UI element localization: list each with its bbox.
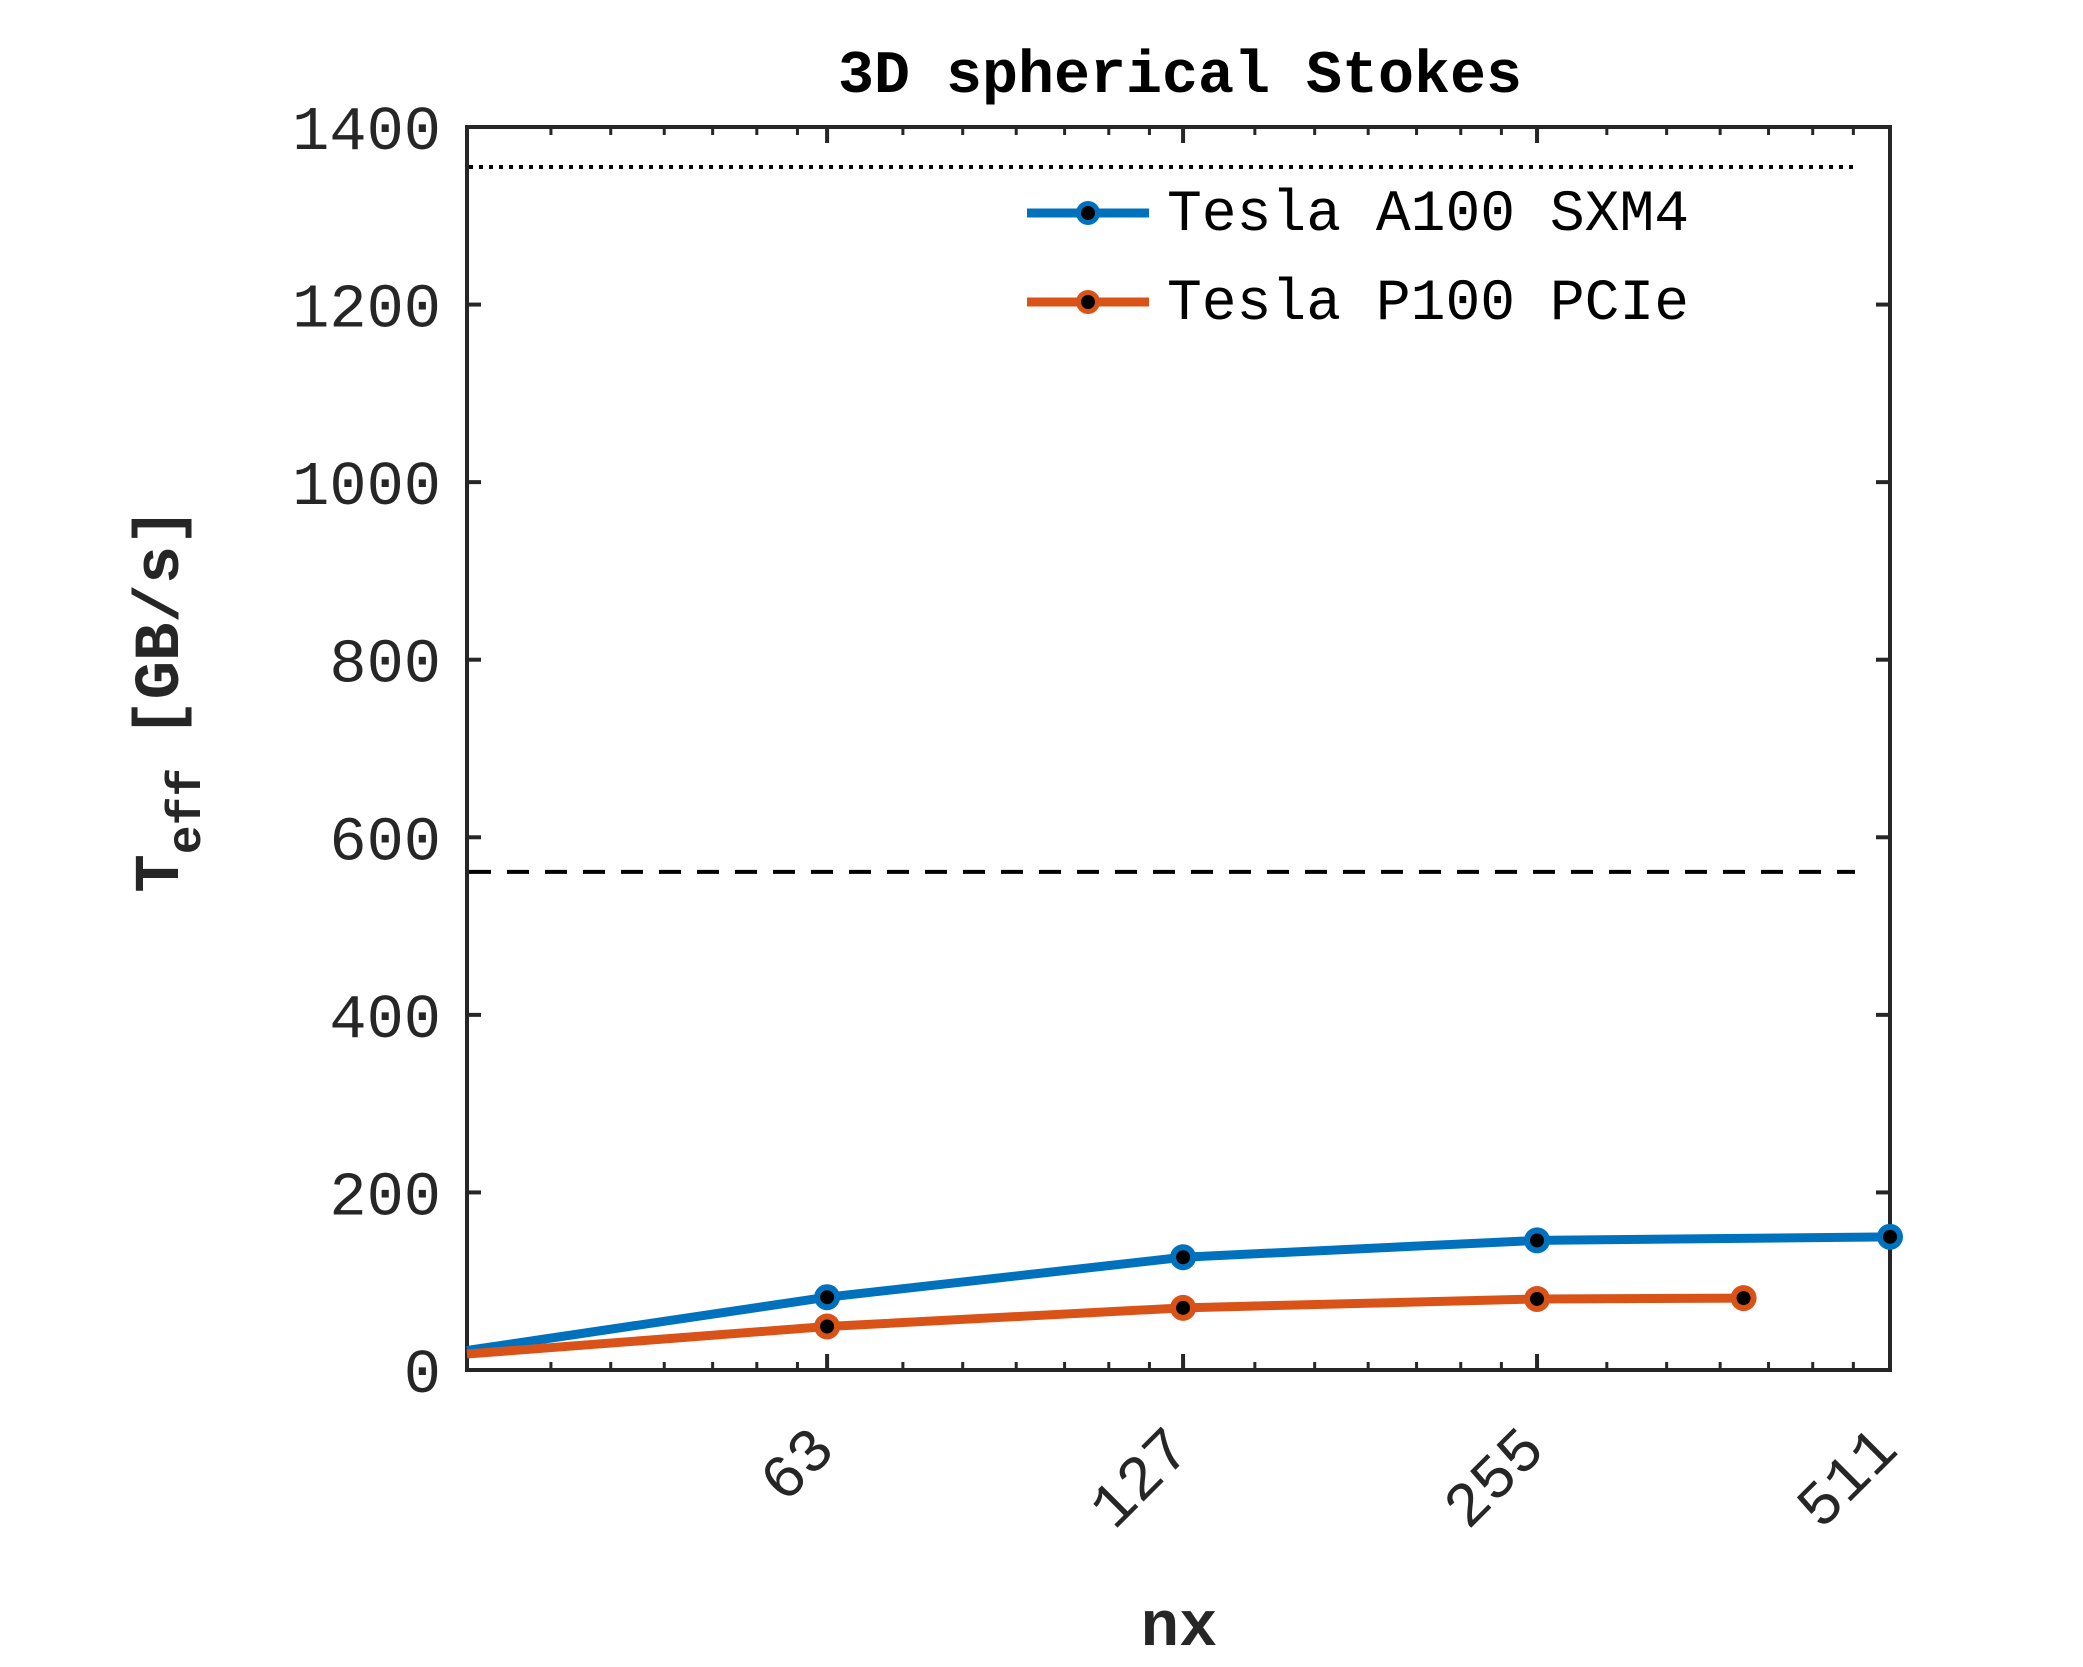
chart-title: 3D spherical Stokes: [838, 43, 1522, 111]
y-axis-label-main: T: [126, 854, 198, 892]
y-tick-label: 0: [404, 1340, 441, 1411]
legend-entry-a100: Tesla A100 SXM4: [1027, 183, 1689, 248]
legend-entry-p100: Tesla P100 PCIe: [1027, 272, 1689, 337]
y-axis-label-subscript: eff: [161, 768, 215, 854]
data-point-dot-0: [820, 1290, 835, 1305]
legend-label-p100: Tesla P100 PCIe: [1167, 272, 1689, 337]
legend-label-a100: Tesla A100 SXM4: [1167, 183, 1689, 248]
data-point-dot-1: [1736, 1291, 1751, 1306]
plot-frame: [465, 125, 1892, 1372]
y-axis-label-text: Teff [GB/s]: [126, 507, 215, 892]
data-point-dot-1: [1530, 1291, 1545, 1306]
plot-area: [465, 125, 1892, 1372]
y-tick-label: 1000: [292, 452, 441, 523]
y-axis-label: Teff [GB/s]: [126, 507, 215, 892]
y-tick-label: 200: [329, 1162, 441, 1233]
legend: Tesla A100 SXM4 Tesla P100 PCIe: [1027, 183, 1689, 337]
y-tick-label: 1200: [292, 275, 441, 346]
data-point-dot-0: [1176, 1250, 1191, 1265]
data-point-dot-0: [1530, 1233, 1545, 1248]
data-point-dot-1: [820, 1319, 835, 1334]
legend-marker-dot-p100: [1081, 295, 1095, 309]
y-tick-label: 400: [329, 985, 441, 1056]
y-axis-label-unit: [GB/s]: [126, 507, 198, 737]
series-lines: [466, 1223, 1903, 1359]
data-point-dot-1: [1176, 1300, 1191, 1315]
x-axis-label: nx: [1141, 1593, 1218, 1665]
data-point-dot-0: [1883, 1229, 1897, 1244]
legend-marker-dot-a100: [1081, 206, 1095, 220]
reference-lines: [469, 164, 1855, 874]
y-axis-ticks: 0 200 400 600 800 1000 1200 1400: [292, 97, 1890, 1411]
y-tick-label: 1400: [292, 97, 441, 168]
y-tick-label: 800: [329, 630, 441, 701]
y-tick-label: 600: [329, 807, 441, 878]
